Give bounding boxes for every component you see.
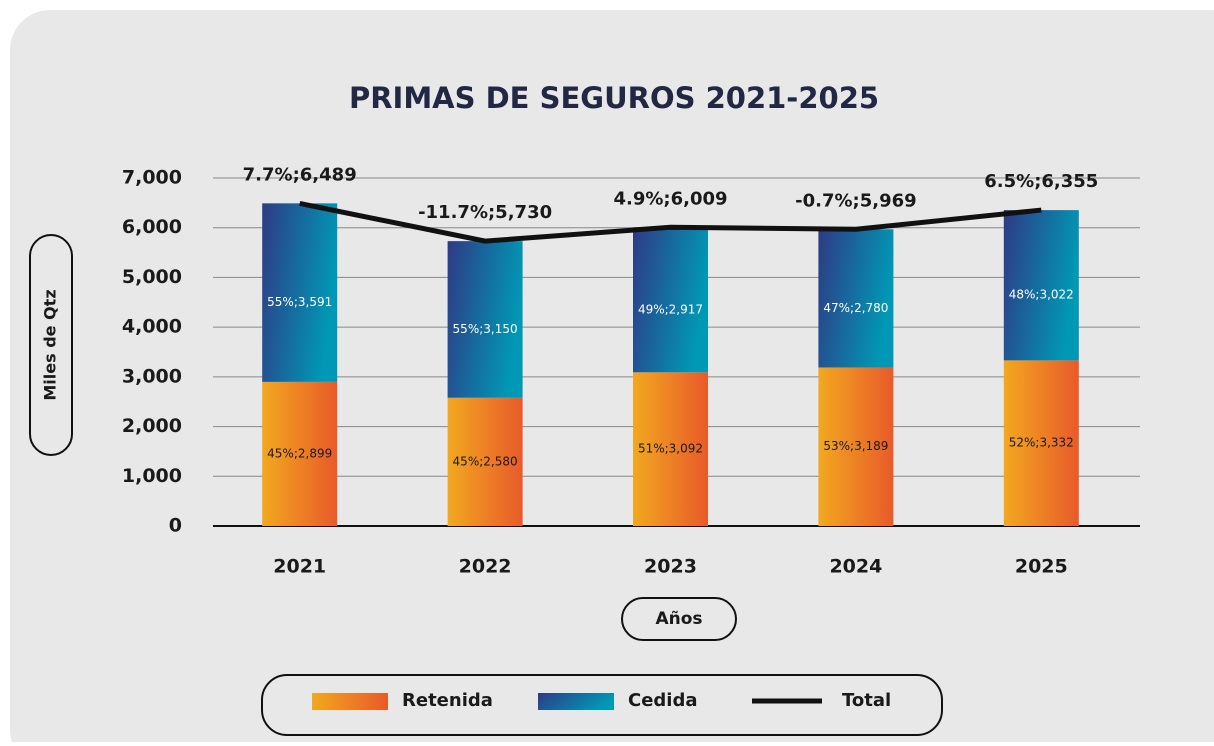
x-tick-label: 2023 <box>644 556 697 578</box>
data-label: 48%;3,022 <box>1009 288 1074 302</box>
y-tick-label: 2,000 <box>122 415 182 437</box>
bar-segment <box>447 397 523 526</box>
y-tick-label: 6,000 <box>122 216 182 238</box>
bar-segment <box>262 381 338 526</box>
total-label: 4.9%;6,009 <box>613 188 727 209</box>
data-label: 45%;2,899 <box>267 446 332 460</box>
bar-segment <box>633 227 708 373</box>
bar-segment <box>818 367 894 526</box>
data-label: 55%;3,591 <box>267 295 332 309</box>
y-tick-label: 0 <box>169 515 182 537</box>
x-tick-label: 2024 <box>829 556 882 578</box>
total-label: -11.7%;5,730 <box>418 202 552 223</box>
data-label: 55%;3,150 <box>453 322 518 336</box>
y-tick-label: 7,000 <box>122 167 182 189</box>
total-line <box>299 200 1042 244</box>
chart-title: PRIMAS DE SEGUROS 2021-2025 <box>349 81 879 115</box>
total-label: 6.5%;6,355 <box>984 171 1098 192</box>
data-label: 45%;2,580 <box>453 454 518 468</box>
bar-segment <box>262 203 338 382</box>
y-axis-label: Miles de Qtz <box>41 289 60 400</box>
legend-box <box>261 674 943 736</box>
legend-swatch <box>538 693 614 710</box>
bar-segment <box>633 372 708 526</box>
x-axis-label: Años <box>655 609 702 629</box>
x-tick-label: 2021 <box>273 556 326 578</box>
data-label: 51%;3,092 <box>638 442 703 456</box>
bar-segment <box>1003 360 1079 526</box>
legend-label: Cedida <box>628 690 698 711</box>
x-label-box <box>621 597 737 641</box>
y-tick-label: 1,000 <box>122 465 182 487</box>
bar-segment <box>818 229 894 368</box>
x-tick-label: 2025 <box>1015 556 1068 578</box>
data-label: 52%;3,332 <box>1009 436 1074 450</box>
data-label: 49%;2,917 <box>638 302 703 316</box>
bar-segment <box>1003 210 1079 361</box>
data-label: 53%;3,189 <box>823 439 888 453</box>
legend-swatch <box>312 693 388 710</box>
y-label-box <box>29 234 73 456</box>
y-tick-label: 4,000 <box>122 316 182 338</box>
legend-label: Retenida <box>402 690 493 711</box>
panel <box>10 10 1214 746</box>
y-tick-label: 3,000 <box>122 365 182 387</box>
data-label: 47%;2,780 <box>823 301 888 315</box>
y-tick-label: 5,000 <box>122 266 182 288</box>
total-label: 7.7%;6,489 <box>243 164 357 185</box>
legend-label: Total <box>842 690 891 711</box>
bar-segment <box>447 241 523 398</box>
x-tick-label: 2022 <box>459 556 512 578</box>
total-label: -0.7%;5,969 <box>795 190 917 211</box>
